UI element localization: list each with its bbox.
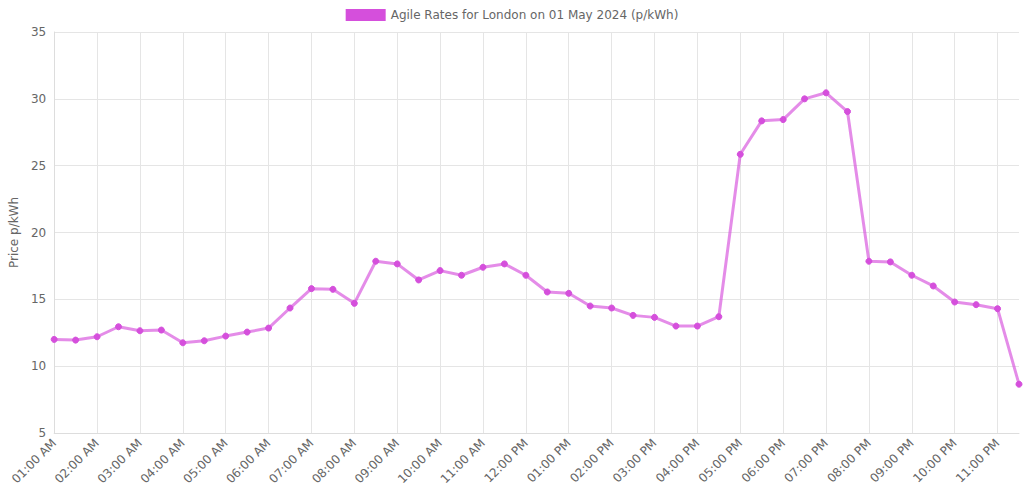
svg-text:07:00 AM: 07:00 AM — [266, 436, 316, 486]
svg-text:09:00 AM: 09:00 AM — [352, 436, 402, 486]
svg-text:01:00 PM: 01:00 PM — [524, 436, 573, 485]
svg-text:05:00 AM: 05:00 AM — [181, 436, 231, 486]
svg-text:Agile Rates for London on 01 M: Agile Rates for London on 01 May 2024 (p… — [391, 8, 679, 22]
svg-text:5: 5 — [39, 426, 47, 440]
svg-text:Price p/kWh: Price p/kWh — [7, 197, 21, 268]
svg-text:11:00 PM: 11:00 PM — [953, 436, 1002, 485]
svg-text:06:00 AM: 06:00 AM — [223, 436, 273, 486]
svg-text:08:00 AM: 08:00 AM — [309, 436, 359, 486]
svg-text:20: 20 — [31, 226, 46, 240]
svg-text:10:00 AM: 10:00 AM — [395, 436, 445, 486]
svg-text:01:00 AM: 01:00 AM — [9, 436, 59, 486]
svg-text:08:00 PM: 08:00 PM — [824, 436, 873, 485]
svg-text:11:00 AM: 11:00 AM — [438, 436, 488, 486]
svg-text:06:00 PM: 06:00 PM — [739, 436, 788, 485]
svg-text:25: 25 — [31, 159, 46, 173]
svg-text:02:00 PM: 02:00 PM — [567, 436, 616, 485]
svg-text:02:00 AM: 02:00 AM — [52, 436, 102, 486]
svg-text:03:00 PM: 03:00 PM — [610, 436, 659, 485]
svg-text:35: 35 — [31, 25, 46, 39]
svg-text:03:00 AM: 03:00 AM — [95, 436, 145, 486]
svg-text:04:00 AM: 04:00 AM — [138, 436, 188, 486]
svg-text:10:00 PM: 10:00 PM — [910, 436, 959, 485]
svg-text:07:00 PM: 07:00 PM — [782, 436, 831, 485]
svg-text:15: 15 — [31, 292, 46, 306]
svg-text:05:00 PM: 05:00 PM — [696, 436, 745, 485]
svg-text:30: 30 — [31, 92, 46, 106]
svg-text:10: 10 — [31, 359, 46, 373]
svg-text:04:00 PM: 04:00 PM — [653, 436, 702, 485]
svg-text:09:00 PM: 09:00 PM — [867, 436, 916, 485]
svg-text:12:00 PM: 12:00 PM — [481, 436, 530, 485]
